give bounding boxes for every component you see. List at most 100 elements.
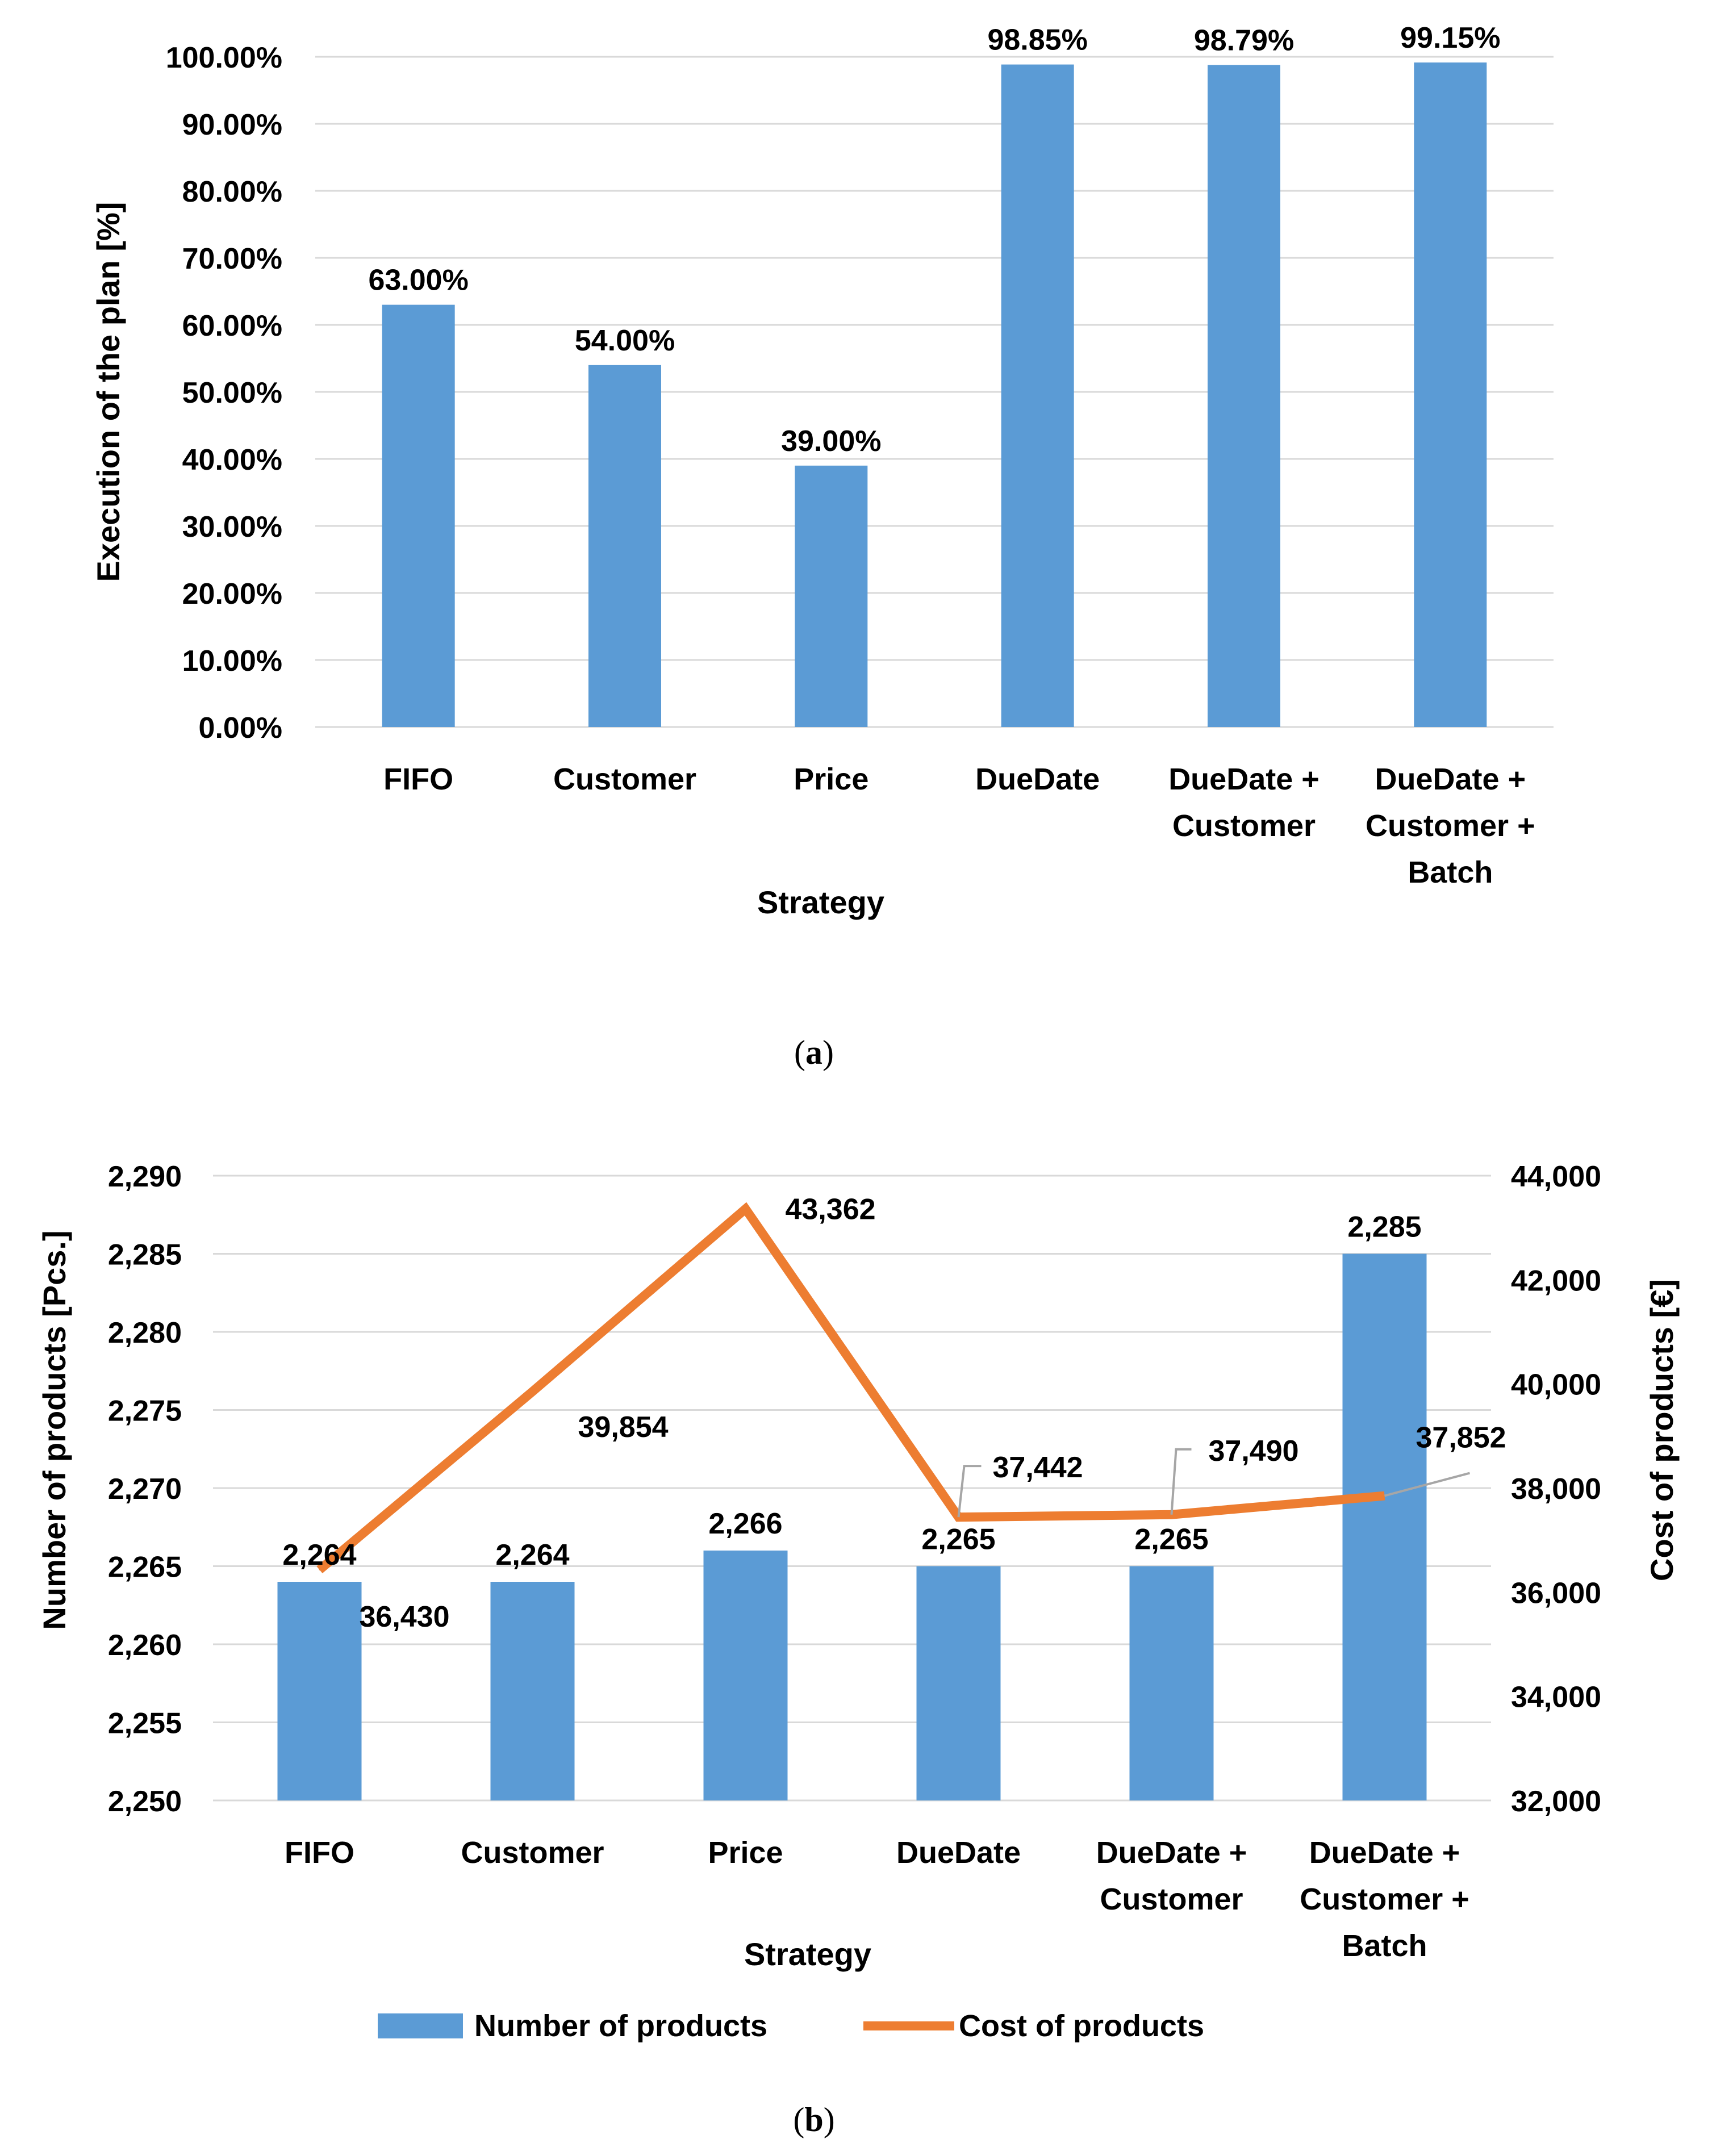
chart-b-left-y-tick-label: 2,285 (108, 1239, 182, 1272)
chart-b-bar (1342, 1254, 1427, 1800)
chart-b-left-y-tick-label: 2,270 (108, 1473, 182, 1506)
chart-a-data-label: 63.00% (368, 264, 468, 297)
chart-b-x-axis-title: Strategy (744, 1936, 871, 1972)
chart-b-left-y-tick-label: 2,280 (108, 1317, 182, 1349)
chart-b-left-y-tick-label: 2,275 (108, 1395, 182, 1428)
chart-b: 2,250 2,255 2,260 2,265 2,270 2,275 2,280 2,285… (36, 1160, 1680, 2043)
chart-b-line-label: 36,430 (360, 1601, 450, 1633)
chart-b-data-labels: 2,264 2,264 2,266 2,265 2,265 2,285 36,430 39,8… (282, 1193, 1506, 1633)
chart-a-data-label: 98.85% (987, 24, 1087, 57)
chart-b-leader-line (1384, 1472, 1471, 1497)
chart-b-bar-label: 2,266 (708, 1507, 782, 1540)
legend-bar-label: Number of products (474, 2009, 767, 2043)
chart-b-bar (703, 1551, 788, 1800)
chart-b-x-tick-label: Customer (461, 1836, 604, 1870)
chart-a-x-tick-label: Customer + (1366, 809, 1535, 843)
chart-a-y-tick-label: 100.00% (166, 41, 282, 74)
chart-a-x-tick-label: FIFO (383, 762, 453, 796)
chart-b-line-label: 39,854 (578, 1411, 669, 1444)
chart-b-line-label: 37,852 (1416, 1422, 1506, 1455)
chart-b-left-y-tick-label: 2,255 (108, 1707, 182, 1740)
chart-a-x-tick-label: DueDate + (1375, 762, 1526, 796)
chart-b-bars (277, 1254, 1427, 1800)
caption-b: (b) (793, 2101, 834, 2138)
chart-a-gridlines (315, 56, 1554, 728)
chart-b-line-point (745, 1208, 746, 1210)
chart-b-x-tick-label: Price (708, 1836, 783, 1870)
chart-b-line-label: 37,490 (1209, 1435, 1299, 1468)
chart-a-y-tick-label: 10.00% (182, 645, 282, 678)
chart-a-bars (382, 62, 1487, 728)
chart-b-right-y-tick-label: 38,000 (1511, 1473, 1601, 1506)
legend-line-label: Cost of products (959, 2009, 1204, 2043)
chart-a-bar (795, 465, 868, 727)
chart-b-x-tick-label: FIFO (285, 1836, 354, 1870)
chart-b-x-tick-label: Batch (1342, 1929, 1427, 1963)
chart-b-right-y-tick-label: 40,000 (1511, 1369, 1601, 1402)
chart-b-leader-line (1170, 1448, 1192, 1515)
chart-b-left-y-tick-label: 2,250 (108, 1785, 182, 1818)
chart-b-cost-line (316, 1202, 1385, 1574)
chart-b-bar (1129, 1566, 1214, 1800)
chart-a-bar (1414, 62, 1487, 727)
chart-b-right-y-tick-label: 42,000 (1511, 1264, 1601, 1297)
chart-a-bar (1001, 64, 1074, 728)
chart-a-y-tick-label: 0.00% (199, 712, 282, 745)
chart-b-left-y-tick-label: 2,265 (108, 1551, 182, 1584)
chart-a-y-tick-label: 90.00% (182, 108, 282, 141)
chart-b-x-ticks: FIFO Customer Price DueDate DueDate + Custome… (285, 1836, 1469, 1963)
chart-a-x-tick-label: Customer (1172, 809, 1316, 843)
chart-a-y-tick-label: 30.00% (182, 511, 282, 544)
chart-b-leader-line (957, 1465, 982, 1518)
chart-a-bar (588, 365, 661, 727)
chart-b-x-tick-label: Customer + (1300, 1882, 1469, 1916)
chart-b-bar (916, 1566, 1001, 1800)
chart-b-line-label: 43,362 (786, 1193, 876, 1226)
chart-b-bar-label: 2,265 (1134, 1523, 1208, 1556)
chart-a-y-tick-label: 50.00% (182, 377, 282, 410)
chart-a-y-tick-label: 20.00% (182, 578, 282, 611)
chart-b-line (316, 1202, 1385, 1574)
chart-b-left-y-tick-label: 2,260 (108, 1629, 182, 1662)
chart-b-bar-label: 2,264 (495, 1539, 569, 1572)
chart-a-bar (1208, 65, 1280, 728)
chart-a-y-axis-title: Execution of the plan [%] (90, 202, 126, 582)
chart-a-data-labels: 63.00% 54.00% 39.00% 98.85% 98.79% 99.15% (368, 22, 1500, 458)
chart-b-bar-label: 2,285 (1347, 1211, 1421, 1244)
chart-b-left-y-axis-title: Number of products [Pcs.] (36, 1230, 72, 1629)
chart-a-data-label: 99.15% (1400, 22, 1500, 55)
chart-b-x-tick-label: DueDate (896, 1836, 1021, 1870)
chart-a-bar (382, 304, 455, 727)
caption-a: (a) (794, 1034, 834, 1071)
chart-a-y-tick-label: 80.00% (182, 176, 282, 208)
chart-b-left-y-ticks: 2,250 2,255 2,260 2,265 2,270 2,275 2,280 2,285… (108, 1160, 182, 1818)
chart-b-legend: Number of products Cost of products (378, 2009, 1204, 2043)
chart-b-x-tick-label: DueDate + (1309, 1836, 1460, 1870)
chart-b-right-y-tick-label: 36,000 (1511, 1577, 1601, 1610)
chart-b-bar (277, 1582, 362, 1800)
legend-bar-swatch (378, 2013, 463, 2038)
chart-b-gridlines (213, 1175, 1491, 1802)
chart-a-x-ticks: FIFO Customer Price DueDate DueDate + Custome… (383, 762, 1535, 889)
chart-a-y-tick-label: 70.00% (182, 243, 282, 275)
chart-b-bar-label: 2,265 (921, 1523, 995, 1556)
chart-b-x-tick-label: Customer (1100, 1882, 1243, 1916)
chart-b-bar-label: 2,264 (282, 1539, 356, 1572)
chart-b-line-label: 37,442 (993, 1451, 1083, 1484)
chart-b-right-y-tick-label: 32,000 (1511, 1785, 1601, 1818)
chart-a-data-label: 39.00% (781, 425, 881, 458)
chart-a: 0.00% 10.00% 20.00% 30.00% 40.00% 50.00% 60.00… (90, 22, 1554, 920)
chart-b-right-y-axis-title: Cost of products [€] (1644, 1279, 1680, 1581)
chart-a-y-tick-label: 40.00% (182, 444, 282, 477)
chart-a-data-label: 54.00% (575, 324, 675, 357)
chart-a-x-tick-label: DueDate + (1168, 762, 1320, 796)
chart-a-y-ticks: 0.00% 10.00% 20.00% 30.00% 40.00% 50.00% 60.00… (166, 41, 282, 745)
chart-b-bar (490, 1582, 575, 1800)
chart-b-line-point (319, 1569, 320, 1570)
chart-b-line-point (532, 1391, 533, 1393)
chart-b-x-tick-label: DueDate + (1096, 1836, 1247, 1870)
chart-a-x-tick-label: DueDate (975, 762, 1100, 796)
chart-a-data-label: 98.79% (1194, 24, 1294, 57)
chart-b-right-y-tick-label: 44,000 (1511, 1160, 1601, 1193)
